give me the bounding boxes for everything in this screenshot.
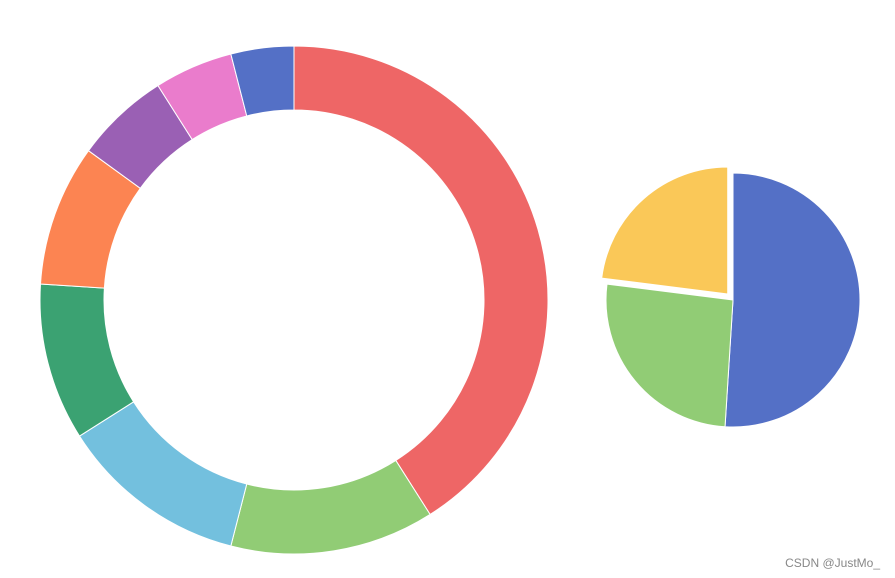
pie-slice [605,283,734,428]
donut-slice [230,45,295,117]
donut-slice [230,459,431,555]
watermark: CSDN @JustMo_ [785,556,880,570]
pie-slice [601,166,729,295]
donut-slice [293,45,549,516]
pie-slice [724,172,861,428]
donut-slice [78,401,248,547]
